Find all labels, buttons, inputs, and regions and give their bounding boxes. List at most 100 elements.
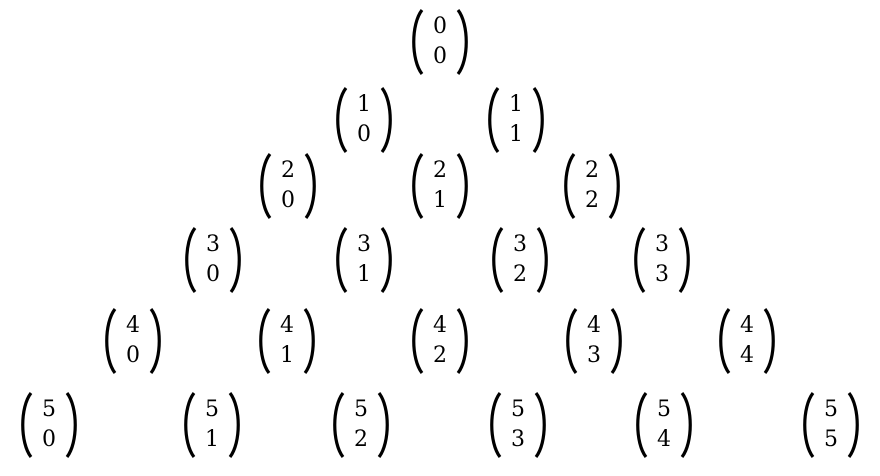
binomial-bottom: 4: [740, 343, 754, 368]
binomial-top: 4: [587, 313, 601, 338]
binomial-top: 5: [354, 397, 368, 422]
binomial-2-2: 2 2: [560, 152, 624, 220]
right-paren: [534, 391, 550, 459]
binomial-bottom: 1: [357, 262, 371, 287]
right-paren: [536, 226, 552, 294]
binomial-5-0: 5 0: [17, 391, 81, 459]
binomial-top: 3: [513, 232, 527, 257]
binomial-top: 5: [42, 397, 56, 422]
right-paren: [610, 307, 626, 375]
binomial-top: 1: [509, 92, 523, 117]
binomial-bottom: 0: [281, 188, 295, 213]
right-paren: [456, 307, 472, 375]
binomial-top: 5: [657, 397, 671, 422]
left-paren: [484, 86, 500, 154]
binomial-bottom: 0: [206, 262, 220, 287]
binomial-top: 5: [824, 397, 838, 422]
binomial-3-3: 3 3: [630, 226, 694, 294]
binomial-1-1: 1 1: [484, 86, 548, 154]
binomial-bottom: 2: [585, 188, 599, 213]
left-paren: [408, 8, 424, 76]
binomial-5-2: 5 2: [329, 391, 393, 459]
binomial-3-0: 3 0: [181, 226, 245, 294]
binomial-top: 3: [655, 232, 669, 257]
left-paren: [17, 391, 33, 459]
left-paren: [486, 391, 502, 459]
right-paren: [303, 307, 319, 375]
right-paren: [763, 307, 779, 375]
right-paren: [678, 226, 694, 294]
binomial-bottom: 1: [205, 427, 219, 452]
binomial-3-2: 3 2: [488, 226, 552, 294]
right-paren: [65, 391, 81, 459]
binomial-top: 4: [126, 313, 140, 338]
right-paren: [228, 391, 244, 459]
left-paren: [630, 226, 646, 294]
binomial-top: 2: [281, 158, 295, 183]
binomial-top: 5: [511, 397, 525, 422]
binomial-5-5: 5 5: [799, 391, 863, 459]
left-paren: [256, 152, 272, 220]
binomial-4-1: 4 1: [255, 307, 319, 375]
binomial-5-1: 5 1: [180, 391, 244, 459]
binomial-top: 5: [205, 397, 219, 422]
binomial-top: 4: [280, 313, 294, 338]
binomial-bottom: 1: [433, 188, 447, 213]
binomial-bottom: 0: [357, 122, 371, 147]
left-paren: [255, 307, 271, 375]
left-paren: [632, 391, 648, 459]
left-paren: [181, 226, 197, 294]
left-paren: [408, 152, 424, 220]
binomial-top: 4: [740, 313, 754, 338]
binomial-bottom: 2: [433, 343, 447, 368]
binomial-4-2: 4 2: [408, 307, 472, 375]
right-paren: [149, 307, 165, 375]
binomial-top: 2: [433, 158, 447, 183]
left-paren: [180, 391, 196, 459]
binomial-top: 3: [357, 232, 371, 257]
right-paren: [532, 86, 548, 154]
binomial-2-0: 2 0: [256, 152, 320, 220]
left-paren: [101, 307, 117, 375]
binomial-top: 2: [585, 158, 599, 183]
right-paren: [304, 152, 320, 220]
binomial-5-4: 5 4: [632, 391, 696, 459]
left-paren: [560, 152, 576, 220]
right-paren: [380, 226, 396, 294]
binomial-4-3: 4 3: [562, 307, 626, 375]
left-paren: [329, 391, 345, 459]
binomial-4-4: 4 4: [715, 307, 779, 375]
binomial-bottom: 0: [126, 343, 140, 368]
binomial-bottom: 2: [513, 262, 527, 287]
binomial-top: 0: [433, 14, 447, 39]
binomial-3-1: 3 1: [332, 226, 396, 294]
right-paren: [377, 391, 393, 459]
binomial-5-3: 5 3: [486, 391, 550, 459]
binomial-bottom: 4: [657, 427, 671, 452]
binomial-1-0: 1 0: [332, 86, 396, 154]
left-paren: [408, 307, 424, 375]
binomial-2-1: 2 1: [408, 152, 472, 220]
binomial-bottom: 3: [511, 427, 525, 452]
right-paren: [229, 226, 245, 294]
binomial-bottom: 0: [42, 427, 56, 452]
right-paren: [608, 152, 624, 220]
left-paren: [332, 86, 348, 154]
binomial-top: 3: [206, 232, 220, 257]
left-paren: [562, 307, 578, 375]
binomial-4-0: 4 0: [101, 307, 165, 375]
binomial-bottom: 1: [280, 343, 294, 368]
binomial-bottom: 3: [655, 262, 669, 287]
binomial-bottom: 5: [824, 427, 838, 452]
right-paren: [680, 391, 696, 459]
left-paren: [332, 226, 348, 294]
right-paren: [456, 152, 472, 220]
binomial-bottom: 2: [354, 427, 368, 452]
right-paren: [380, 86, 396, 154]
binomial-top: 4: [433, 313, 447, 338]
right-paren: [456, 8, 472, 76]
binomial-bottom: 3: [587, 343, 601, 368]
left-paren: [488, 226, 504, 294]
binomial-0-0: 0 0: [408, 8, 472, 76]
